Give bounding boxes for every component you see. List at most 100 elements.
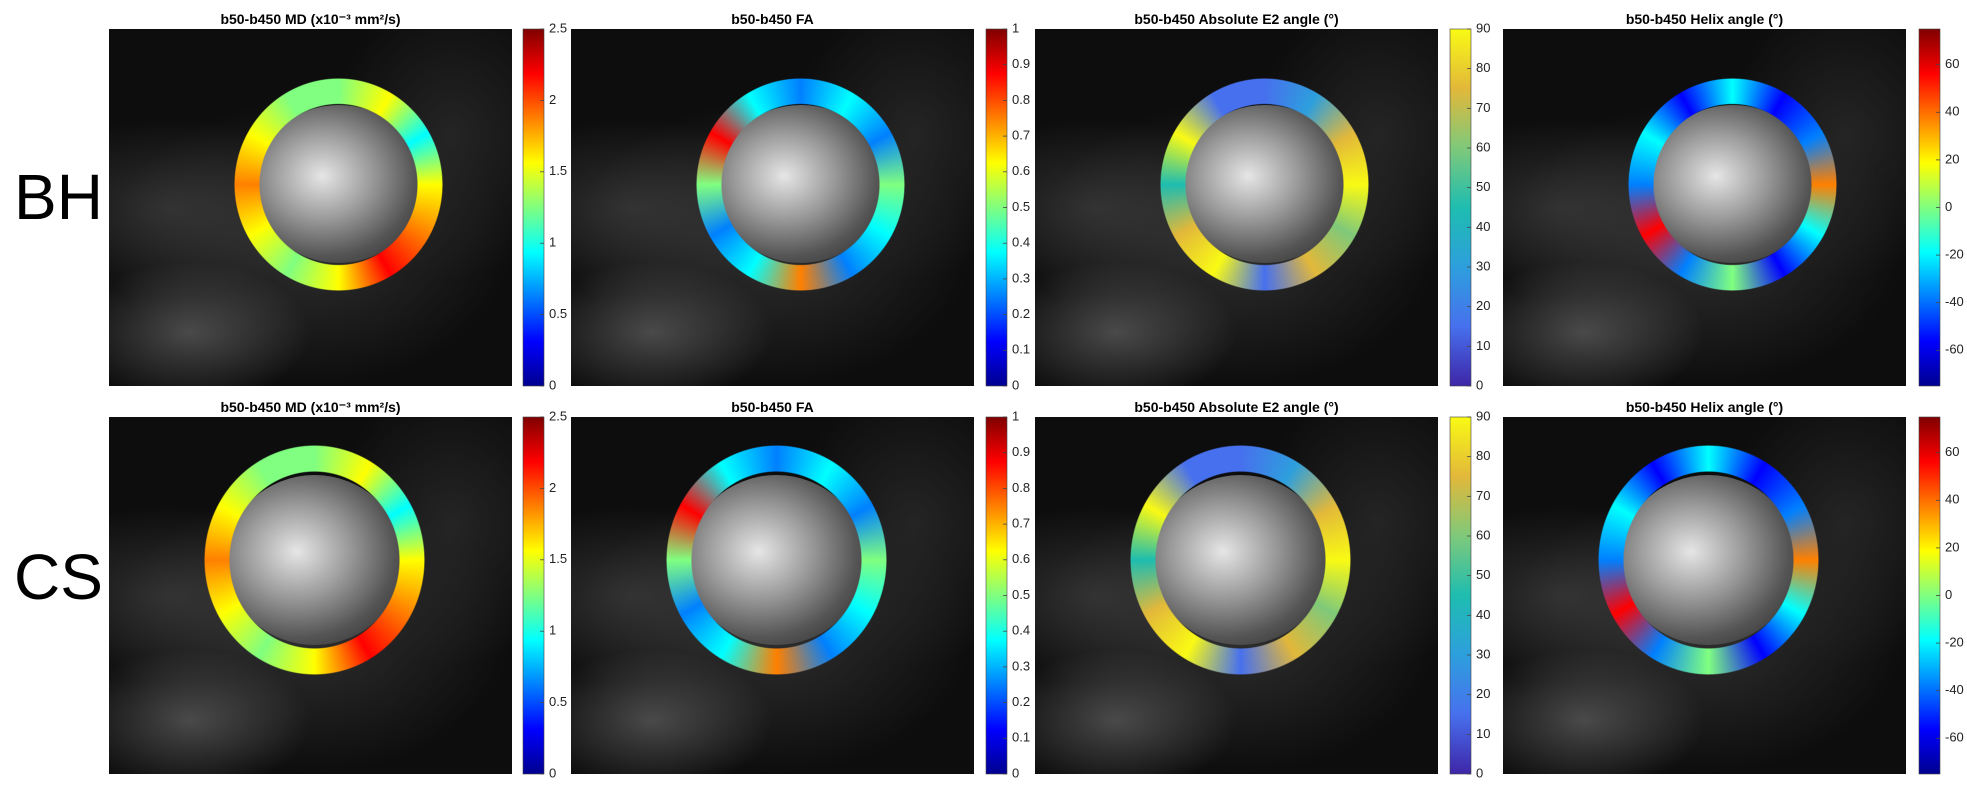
tick-label: 1	[549, 623, 556, 638]
tick-label: 20	[1476, 298, 1490, 313]
tick-label: 0.1	[1012, 730, 1030, 745]
tick-label: 0	[549, 377, 556, 392]
colorbar: 0 0.5 1 1.5 2 2.5	[522, 408, 567, 780]
tick-label: 0.5	[549, 694, 567, 709]
tick-label: -20	[1945, 635, 1964, 650]
tick-label: 0.1	[1012, 342, 1030, 357]
tick-label: 30	[1476, 646, 1490, 661]
map-image	[1503, 29, 1906, 386]
myocardium-map	[695, 77, 906, 292]
tick-label: -60	[1945, 730, 1964, 745]
tick-label: 0.9	[1012, 444, 1030, 459]
colorbar: 0 10 20 30 40 50 60 70 80 90	[1449, 20, 1490, 392]
tick-label: 40	[1476, 607, 1490, 622]
tick-label: 0	[1945, 587, 1952, 602]
panel-title: b50-b450 Helix angle (°)	[1625, 11, 1784, 27]
tick-label: 2	[549, 92, 556, 107]
map-image	[571, 417, 974, 774]
tick-label: 10	[1476, 338, 1490, 353]
colorbar: 0 0.5 1 1.5 2 2.5	[522, 20, 567, 392]
tick-label: 2	[549, 480, 556, 495]
myocardium-map	[1597, 444, 1820, 675]
tick-label: 20	[1945, 151, 1959, 166]
tick-label: 2.5	[549, 408, 567, 423]
row-label: BH	[14, 161, 103, 233]
map-image	[1035, 417, 1438, 774]
tick-label: 50	[1476, 567, 1490, 582]
tick-label: 40	[1476, 219, 1490, 234]
map-image	[1503, 417, 1906, 774]
colorbar: -60 -40 -20 0 20 40 60	[1918, 28, 1964, 387]
tick-label: 90	[1476, 20, 1490, 35]
map-image	[109, 29, 512, 386]
tick-label: 40	[1945, 492, 1959, 507]
tick-label: 0	[1012, 765, 1019, 780]
tick-label: 0.8	[1012, 92, 1030, 107]
colorbar: 0 0.1 0.2 0.3 0.4 0.5 0.6 0.7 0.8 0.9 1	[985, 20, 1030, 392]
tick-label: 0	[1012, 377, 1019, 392]
tick-label: 0.9	[1012, 56, 1030, 71]
map-image	[109, 417, 512, 774]
tick-label: 0.5	[1012, 587, 1030, 602]
myocardium-map	[1129, 444, 1352, 675]
tick-label: 0.5	[549, 306, 567, 321]
tick-label: -20	[1945, 247, 1964, 262]
tick-label: 0.2	[1012, 306, 1030, 321]
map-image	[571, 29, 974, 386]
tick-label: 0	[1476, 765, 1483, 780]
tick-label: 0.8	[1012, 480, 1030, 495]
map-image	[1035, 29, 1438, 386]
colorbar: 0 0.1 0.2 0.3 0.4 0.5 0.6 0.7 0.8 0.9 1	[985, 408, 1030, 780]
tick-label: 1.5	[549, 551, 567, 566]
tick-label: 30	[1476, 258, 1490, 273]
tick-label: 0.7	[1012, 128, 1030, 143]
panel-title: b50-b450 Helix angle (°)	[1625, 399, 1784, 415]
tick-label: 0.6	[1012, 551, 1030, 566]
tick-label: 1	[1012, 408, 1019, 423]
tick-label: 0.3	[1012, 270, 1030, 285]
myocardium-map	[233, 77, 444, 292]
colorbar: -60 -40 -20 0 20 40 60	[1918, 416, 1964, 775]
tick-label: 80	[1476, 60, 1490, 75]
tick-label: 0.6	[1012, 163, 1030, 178]
tick-label: 0.7	[1012, 516, 1030, 531]
tick-label: 2.5	[549, 20, 567, 35]
colorbar-fill	[1449, 28, 1472, 387]
tick-label: 0.2	[1012, 694, 1030, 709]
colorbar: 0 10 20 30 40 50 60 70 80 90	[1449, 408, 1490, 780]
tick-label: 70	[1476, 100, 1490, 115]
tick-label: 20	[1945, 539, 1959, 554]
myocardium-map	[1159, 77, 1370, 292]
tick-label: 0.4	[1012, 623, 1030, 638]
panel-title: b50-b450 FA	[731, 399, 814, 415]
tick-label: -60	[1945, 342, 1964, 357]
tick-label: 0	[1476, 377, 1483, 392]
panel-title: b50-b450 Absolute E2 angle (°)	[1134, 399, 1339, 415]
colorbar-fill	[1449, 416, 1472, 775]
tick-label: 1	[549, 235, 556, 250]
panel-title: b50-b450 MD (x10⁻³ mm²/s)	[220, 399, 401, 415]
tick-label: 0.3	[1012, 658, 1030, 673]
tick-label: 60	[1476, 527, 1490, 542]
tick-label: 60	[1945, 444, 1959, 459]
tick-label: 90	[1476, 408, 1490, 423]
tick-label: 1	[1012, 20, 1019, 35]
tick-label: 50	[1476, 179, 1490, 194]
tick-label: 1.5	[549, 163, 567, 178]
tick-label: 70	[1476, 488, 1490, 503]
tick-label: -40	[1945, 294, 1964, 309]
colorbar-fill	[522, 28, 545, 387]
tick-label: 0.4	[1012, 235, 1030, 250]
tick-label: 60	[1945, 56, 1959, 71]
tick-label: -40	[1945, 682, 1964, 697]
panel-title: b50-b450 FA	[731, 11, 814, 27]
tick-label: 0.5	[1012, 199, 1030, 214]
myocardium-map	[203, 444, 426, 675]
colorbar-fill	[522, 416, 545, 775]
tick-label: 80	[1476, 448, 1490, 463]
myocardium-map	[1627, 77, 1838, 292]
tick-label: 0	[549, 765, 556, 780]
tick-label: 60	[1476, 139, 1490, 154]
panel-title: b50-b450 Absolute E2 angle (°)	[1134, 11, 1339, 27]
